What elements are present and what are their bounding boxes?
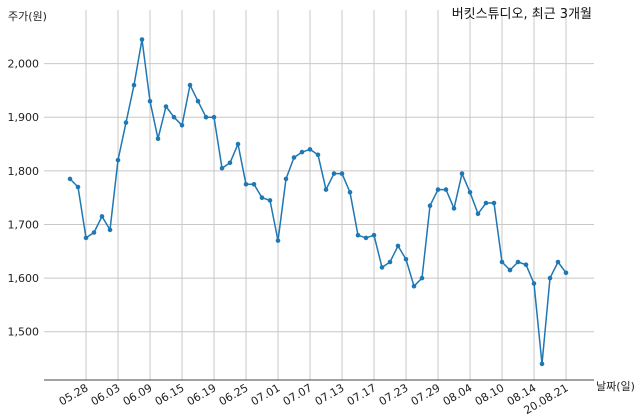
data-point [323,187,329,192]
data-point [139,37,145,42]
x-tick-label: 07.23 [377,381,411,408]
y-tick-label: 2,000 [8,58,40,71]
data-point [315,152,321,158]
chart-grid [44,10,594,380]
data-point [171,114,177,120]
x-tick-label: 08.10 [473,381,507,408]
price-series [67,37,569,367]
data-point [91,230,97,235]
data-point [363,235,369,241]
x-axis-label: 날짜(일) [596,379,635,393]
data-point [99,214,105,219]
y-tick-label: 1,900 [8,111,40,124]
data-point [235,141,241,147]
x-axis: 05.2806.0306.0906.1506.1906.2507.0107.07… [57,381,571,417]
data-point [411,283,417,289]
data-point [83,235,89,241]
data-point [155,136,161,141]
data-point [547,275,553,281]
y-axis-label: 주가(원) [8,10,47,23]
data-point [515,259,521,265]
data-point [403,257,409,262]
data-point [507,267,513,273]
data-point [131,82,137,88]
x-tick-label: 06.25 [217,381,251,408]
data-point [227,160,233,166]
data-point [539,361,545,367]
y-tick-label: 1,500 [8,326,40,339]
x-tick-label: 07.17 [345,381,379,408]
data-point [499,259,505,265]
data-point [427,203,433,208]
data-point [523,262,529,268]
data-point [555,259,561,265]
y-tick-label: 1,700 [8,218,40,231]
data-point [459,171,465,176]
x-tick-label: 07.13 [313,381,347,408]
data-point [107,227,113,233]
data-point [475,211,481,217]
x-tick-label: 06.19 [185,381,219,408]
data-point [355,232,361,238]
data-point [179,123,185,128]
data-point [419,275,425,281]
data-point [267,198,273,203]
x-tick-label: 06.15 [153,381,187,408]
data-point [291,155,297,160]
data-point [219,165,225,171]
x-tick-label: 07.01 [249,381,283,408]
x-tick-label: 05.28 [57,381,91,408]
data-point [203,114,209,120]
data-point [443,187,449,192]
data-point [395,243,401,249]
y-tick-label: 1,600 [8,272,40,285]
y-axis: 1,500 1,600 1,700 1,800 1,900 2,000 [8,58,40,339]
x-tick-label: 08.04 [441,381,475,408]
data-point [299,149,305,155]
x-tick-label: 07.29 [409,381,443,408]
data-point [211,114,217,120]
data-point [451,206,457,211]
data-point [491,200,497,206]
price-line [69,38,567,365]
data-point [259,195,265,200]
x-tick-label: 06.03 [89,381,123,408]
data-point [75,184,81,190]
data-point [115,157,121,163]
data-point [163,104,169,109]
data-point [147,98,153,104]
data-point [67,176,73,182]
data-point [195,98,201,104]
data-point [467,190,473,195]
data-point [347,190,353,195]
data-point [563,270,569,276]
data-point [275,238,281,243]
data-point [243,182,249,187]
data-point [307,147,313,152]
y-tick-label: 1,800 [8,165,40,178]
data-point [379,265,385,270]
chart-title: 버킷스튜디오, 최근 3개월 [452,7,592,22]
data-point [251,182,257,187]
data-point [331,171,337,176]
data-point [435,187,441,192]
data-point [339,171,345,176]
data-point [531,281,537,286]
data-point [283,176,289,182]
data-point [387,259,393,265]
data-point [483,200,489,206]
x-tick-label: 07.07 [281,381,315,408]
x-tick-label: 06.09 [121,381,155,408]
data-point [371,232,377,238]
data-point [123,120,129,125]
data-point [187,82,193,88]
